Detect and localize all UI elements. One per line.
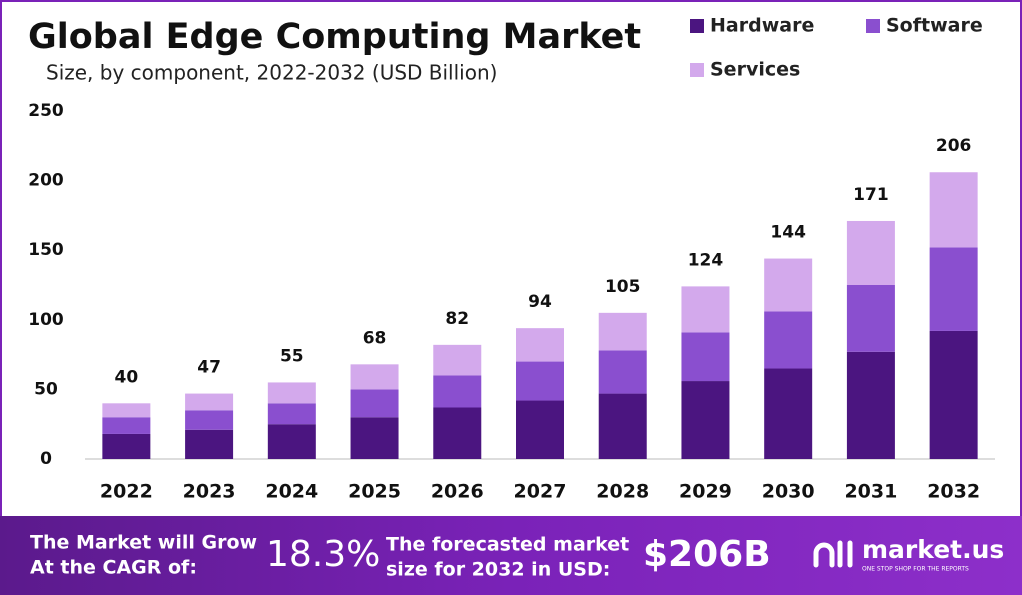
bar-segment xyxy=(102,417,151,434)
y-tick-label: 100 xyxy=(28,310,64,330)
x-tick-label: 2022 xyxy=(100,481,153,503)
legend-label: Hardware xyxy=(710,15,814,37)
bar-segment xyxy=(681,381,730,459)
x-tick-label: 2023 xyxy=(183,481,236,503)
bar-segment xyxy=(433,375,482,408)
bar-segment xyxy=(433,407,482,459)
y-tick-label: 150 xyxy=(28,240,64,260)
bar-segment xyxy=(516,400,564,459)
bar-segment xyxy=(764,311,813,369)
brand: market.us xyxy=(862,535,1004,564)
total-label: 55 xyxy=(280,346,304,366)
total-label: 171 xyxy=(853,185,889,205)
legend-label: Services xyxy=(710,59,800,81)
bar-segment xyxy=(102,403,151,418)
footer-text: The forecasted market xyxy=(386,534,629,556)
bar-segment xyxy=(102,433,151,459)
legend-swatch xyxy=(690,19,704,33)
tagline: ONE STOP SHOP FOR THE REPORTS xyxy=(862,566,969,573)
footer-value: $206B xyxy=(643,534,771,575)
y-tick-label: 200 xyxy=(28,171,64,191)
y-tick-label: 0 xyxy=(40,449,52,469)
bar-segment xyxy=(185,410,234,430)
bar-segment xyxy=(516,361,564,401)
x-tick-label: 2027 xyxy=(514,481,567,503)
bar-segment xyxy=(846,220,895,285)
logo-shape xyxy=(813,542,835,568)
total-label: 105 xyxy=(605,277,641,297)
total-label: 206 xyxy=(936,136,972,156)
bar-segment xyxy=(185,393,234,411)
footer-value: 18.3% xyxy=(266,534,380,575)
bar-segment xyxy=(764,258,813,312)
x-tick-label: 2030 xyxy=(762,481,815,503)
bar-segment xyxy=(846,285,895,352)
total-label: 94 xyxy=(528,292,552,312)
legend-label: Software xyxy=(886,15,983,37)
bar-segment xyxy=(681,332,730,382)
total-label: 144 xyxy=(770,223,806,243)
x-tick-label: 2029 xyxy=(679,481,732,503)
x-tick-label: 2025 xyxy=(348,481,401,503)
bar-segment xyxy=(846,351,895,459)
footer-text: The Market will Grow xyxy=(30,532,257,554)
x-tick-label: 2028 xyxy=(596,481,649,503)
bar-segment xyxy=(681,286,730,333)
legend-swatch xyxy=(690,63,704,77)
bar-segment xyxy=(929,330,978,459)
total-label: 47 xyxy=(197,358,221,378)
bar-segment xyxy=(350,417,399,459)
bar-segment xyxy=(267,403,316,425)
chart-subtitle: Size, by component, 2022-2032 (USD Billi… xyxy=(46,61,497,85)
footer-text: size for 2032 in USD: xyxy=(386,559,610,581)
bar-segment xyxy=(598,312,647,351)
bar-segment xyxy=(185,429,234,459)
footer-text: At the CAGR of: xyxy=(30,557,197,579)
legend-swatch xyxy=(866,19,880,33)
chart-title: Global Edge Computing Market xyxy=(28,17,641,57)
bar-segment xyxy=(929,247,978,331)
bar-segment xyxy=(598,350,647,394)
bar-segment xyxy=(350,364,399,390)
bar-segment xyxy=(516,328,564,362)
y-tick-label: 250 xyxy=(28,101,64,121)
y-tick-label: 50 xyxy=(34,379,58,399)
x-tick-label: 2032 xyxy=(927,481,980,503)
total-label: 40 xyxy=(115,367,139,387)
x-tick-label: 2024 xyxy=(265,481,318,503)
total-label: 82 xyxy=(445,309,469,329)
brand-logo xyxy=(813,540,853,568)
x-tick-label: 2031 xyxy=(844,481,897,503)
bar-segment xyxy=(350,389,399,418)
bar-segment xyxy=(764,368,813,459)
bar-segment xyxy=(267,382,316,404)
bar-segment xyxy=(433,344,482,376)
bar-segment xyxy=(929,172,978,248)
x-tick-label: 2026 xyxy=(431,481,484,503)
bar-segment xyxy=(598,393,647,459)
bar-segment xyxy=(267,424,316,459)
total-label: 124 xyxy=(688,250,724,270)
total-label: 68 xyxy=(363,328,387,348)
